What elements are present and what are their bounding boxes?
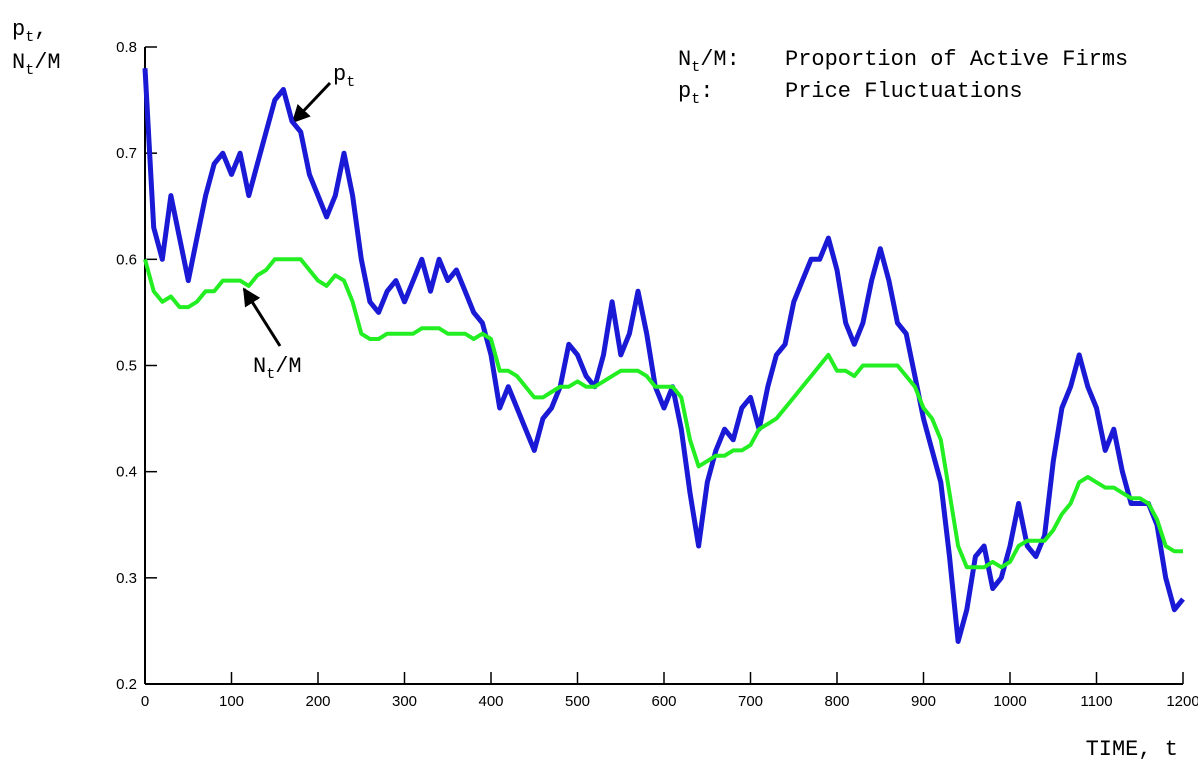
- legend-key-part: /M:: [700, 47, 740, 72]
- legend-text: Price Fluctuations: [785, 79, 1023, 104]
- x-tick-label: 800: [824, 693, 849, 710]
- x-tick-label: 0: [141, 693, 149, 710]
- y-axis-label-part: N: [12, 50, 25, 75]
- x-tick-label: 600: [651, 693, 676, 710]
- annotation: pt: [333, 62, 355, 91]
- series-line: [142, 68, 1185, 644]
- x-tick-label: 200: [305, 693, 330, 710]
- x-tick-label: 400: [478, 693, 503, 710]
- arrow: [242, 287, 282, 347]
- arrow: [291, 81, 332, 124]
- annotation-part: t: [346, 74, 355, 91]
- legend-key-part: t: [691, 91, 700, 108]
- legend-key-part: p: [678, 79, 691, 104]
- y-axis-label-part: /M: [34, 50, 60, 75]
- legend-text: Proportion of Active Firms: [785, 47, 1128, 72]
- y-tick-label: 0.8: [116, 39, 137, 56]
- y-tick-label: 0.6: [116, 251, 137, 268]
- annotation-part: /M: [275, 354, 301, 379]
- legend-key-part: t: [691, 59, 700, 76]
- legend-key-part: N: [678, 47, 691, 72]
- series-line: [143, 257, 1183, 570]
- x-tick-label: 900: [911, 693, 936, 710]
- y-tick-label: 0.2: [116, 676, 137, 693]
- annotation: Nt/M: [253, 354, 302, 383]
- legend-key-part: :: [700, 79, 713, 104]
- x-tick-label: 1000: [993, 693, 1026, 710]
- y-axis-label: Nt/M: [12, 50, 61, 79]
- annotation-part: p: [333, 62, 346, 87]
- legend-key: Nt/M:: [678, 47, 740, 76]
- y-axis-label-part: ,: [34, 17, 47, 42]
- y-tick-label: 0.7: [116, 145, 137, 162]
- x-tick-label: 500: [565, 693, 590, 710]
- y-tick-label: 0.3: [116, 570, 137, 587]
- x-tick-label: 1100: [1080, 693, 1112, 710]
- x-tick-label: 700: [738, 693, 763, 710]
- annotation-part: t: [266, 366, 275, 383]
- x-tick-label: 100: [219, 693, 244, 710]
- y-axis-label-part: t: [25, 29, 34, 46]
- legend-key: pt:: [678, 79, 713, 108]
- y-axis-label-part: p: [12, 17, 25, 42]
- y-tick-label: 0.5: [116, 358, 137, 375]
- y-tick-label: 0.4: [116, 464, 137, 481]
- x-axis-label: TIME, t: [1086, 737, 1178, 762]
- x-tick-label: 1200: [1166, 693, 1198, 710]
- y-axis-label: pt,: [12, 17, 47, 46]
- annotation-part: N: [253, 354, 266, 379]
- y-axis-label-part: t: [25, 62, 34, 79]
- x-tick-label: 300: [392, 693, 417, 710]
